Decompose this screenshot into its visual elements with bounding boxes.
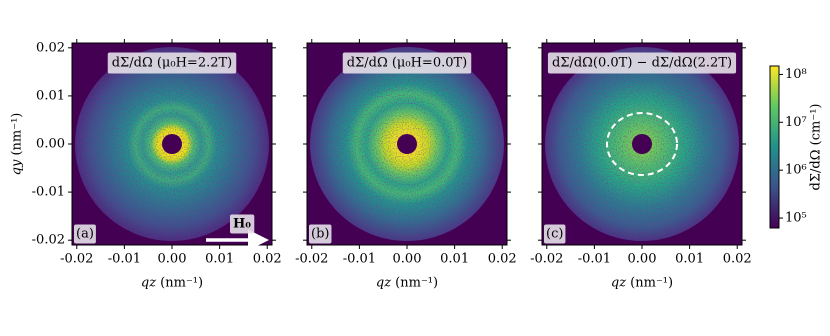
colorbar-tick-label: 10⁷ xyxy=(785,115,807,130)
y-tick-label: 0.01 xyxy=(36,88,65,103)
x-tick-label: 0.02 xyxy=(253,252,282,267)
y-tick-label: -0.01 xyxy=(32,185,65,200)
x-tick-label: 0.01 xyxy=(440,252,469,267)
x-tick-label: 0.02 xyxy=(488,252,517,267)
title-box xyxy=(547,52,737,74)
panel-title: dΣ/dΩ(0.0T) − dΣ/dΩ(2.2T) xyxy=(552,56,732,71)
beamstop xyxy=(632,134,652,154)
x-tick-label: -0.01 xyxy=(343,252,376,267)
integration-ring xyxy=(606,112,678,176)
panel-title: dΣ/dΩ (μ₀H=0.0T) xyxy=(347,56,468,71)
x-tick-label: 0.02 xyxy=(723,252,752,267)
colorbar-tick-label: 10⁶ xyxy=(785,163,807,178)
panel-title: dΣ/dΩ (μ₀H=2.2T) xyxy=(112,56,233,71)
x-tick-label: 0.00 xyxy=(393,252,422,267)
label-box xyxy=(544,224,566,244)
x-axis-label: 𝑞𝑧 (nm⁻¹) xyxy=(611,276,673,291)
x-tick-label: -0.01 xyxy=(108,252,141,267)
x-tick-label: -0.01 xyxy=(578,252,611,267)
colorbar-label: dΣ/dΩ (cm⁻¹) xyxy=(809,104,824,191)
x-tick-label: 0.00 xyxy=(158,252,187,267)
y-axis-label: 𝑞𝑦 (nm⁻¹) xyxy=(10,113,25,176)
x-axis-label: 𝑞𝑧 (nm⁻¹) xyxy=(376,276,438,291)
annotation-box xyxy=(230,214,255,234)
field-label: H₀ xyxy=(233,217,251,232)
colorbar xyxy=(769,65,780,229)
x-tick-label: 0.01 xyxy=(205,252,234,267)
x-tick-label: -0.02 xyxy=(60,252,93,267)
colorbar-tick-label: 10⁵ xyxy=(785,211,807,226)
panel-label: (c) xyxy=(546,227,563,242)
y-tick-label: 0.02 xyxy=(36,40,65,55)
title-box xyxy=(342,52,472,74)
title-box xyxy=(107,52,237,74)
panel-label: (a) xyxy=(76,227,94,242)
y-tick-label: -0.02 xyxy=(32,233,65,248)
colorbar-tick-label: 10⁸ xyxy=(785,67,807,82)
beamstop xyxy=(162,134,182,154)
x-tick-label: -0.02 xyxy=(295,252,328,267)
panel-label: (b) xyxy=(311,227,329,242)
x-tick-label: -0.02 xyxy=(530,252,563,267)
x-tick-label: 0.01 xyxy=(675,252,704,267)
beamstop xyxy=(397,134,417,154)
label-box xyxy=(74,224,96,244)
x-tick-label: 0.00 xyxy=(628,252,657,267)
x-axis-label: 𝑞𝑧 (nm⁻¹) xyxy=(141,276,203,291)
label-box xyxy=(309,224,332,244)
y-tick-label: 0.00 xyxy=(36,137,65,152)
